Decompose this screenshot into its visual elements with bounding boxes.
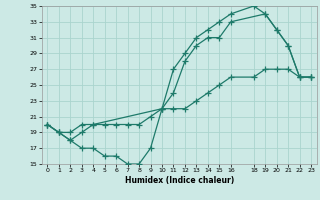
X-axis label: Humidex (Indice chaleur): Humidex (Indice chaleur) <box>124 176 234 185</box>
